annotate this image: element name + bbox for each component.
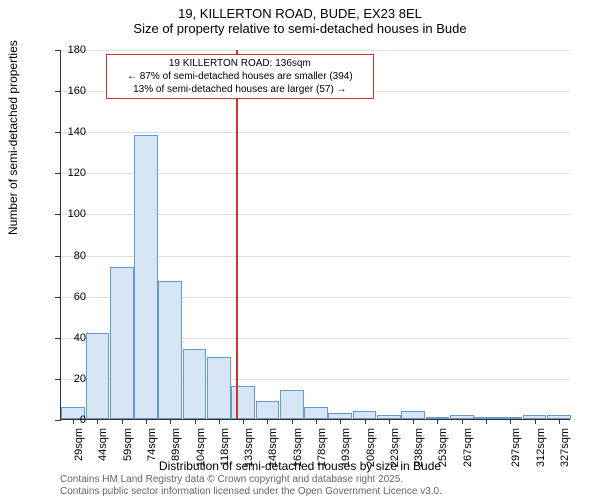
x-tick	[486, 419, 487, 424]
info-box-line: 13% of semi-detached houses are larger (…	[111, 83, 369, 96]
x-tick	[389, 419, 390, 424]
y-tick-label: 180	[56, 44, 86, 56]
title-subtitle: Size of property relative to semi-detach…	[0, 21, 600, 36]
histogram-bar	[256, 401, 280, 420]
footer-line2: Contains public sector information licen…	[60, 486, 442, 498]
footer-line1: Contains HM Land Registry data © Crown c…	[60, 474, 442, 486]
histogram-bar	[134, 135, 158, 419]
title-address: 19, KILLERTON ROAD, BUDE, EX23 8EL	[0, 6, 600, 21]
y-tick-label: 20	[56, 373, 86, 385]
histogram-bar	[280, 390, 304, 419]
reference-line	[236, 50, 238, 419]
x-tick	[243, 419, 244, 424]
info-box-line: ← 87% of semi-detached houses are smalle…	[111, 70, 369, 83]
y-tick-label: 100	[56, 208, 86, 220]
histogram-bar	[110, 267, 134, 419]
histogram-bar	[401, 411, 425, 419]
histogram-bar	[353, 411, 377, 419]
grid-line	[61, 132, 570, 133]
y-axis-title: Number of semi-detached properties	[6, 40, 20, 235]
chart-container: 19, KILLERTON ROAD, BUDE, EX23 8EL Size …	[0, 0, 600, 500]
x-tick	[413, 419, 414, 424]
x-axis-title: Distribution of semi-detached houses by …	[0, 459, 600, 473]
y-tick-label: 40	[56, 332, 86, 344]
grid-line	[61, 50, 570, 51]
x-tick	[170, 419, 171, 424]
histogram-bar	[231, 386, 255, 419]
y-tick-label: 140	[56, 126, 86, 138]
x-tick	[510, 419, 511, 424]
footer-attribution: Contains HM Land Registry data © Crown c…	[60, 474, 442, 498]
x-tick	[267, 419, 268, 424]
x-tick	[292, 419, 293, 424]
x-tick	[365, 419, 366, 424]
y-tick-label: 60	[56, 291, 86, 303]
x-tick	[195, 419, 196, 424]
x-tick	[462, 419, 463, 424]
info-box-line: 19 KILLERTON ROAD: 136sqm	[111, 57, 369, 70]
y-tick-label: 80	[56, 250, 86, 262]
histogram-bar	[207, 357, 231, 419]
histogram-bar	[183, 349, 207, 419]
chart-plot-area: 29sqm44sqm59sqm74sqm89sqm104sqm118sqm133…	[60, 50, 570, 420]
x-tick	[122, 419, 123, 424]
info-box: 19 KILLERTON ROAD: 136sqm← 87% of semi-d…	[106, 54, 374, 99]
x-tick	[340, 419, 341, 424]
x-tick	[437, 419, 438, 424]
x-tick	[559, 419, 560, 424]
histogram-bar	[304, 407, 328, 419]
x-tick	[316, 419, 317, 424]
title-block: 19, KILLERTON ROAD, BUDE, EX23 8EL Size …	[0, 0, 600, 36]
histogram-bar	[158, 281, 182, 419]
y-tick-label: 160	[56, 85, 86, 97]
x-tick	[146, 419, 147, 424]
x-tick	[219, 419, 220, 424]
y-tick-label: 120	[56, 167, 86, 179]
x-tick	[535, 419, 536, 424]
histogram-bar	[86, 333, 110, 419]
x-tick	[97, 419, 98, 424]
y-tick-label: 0	[56, 414, 86, 426]
